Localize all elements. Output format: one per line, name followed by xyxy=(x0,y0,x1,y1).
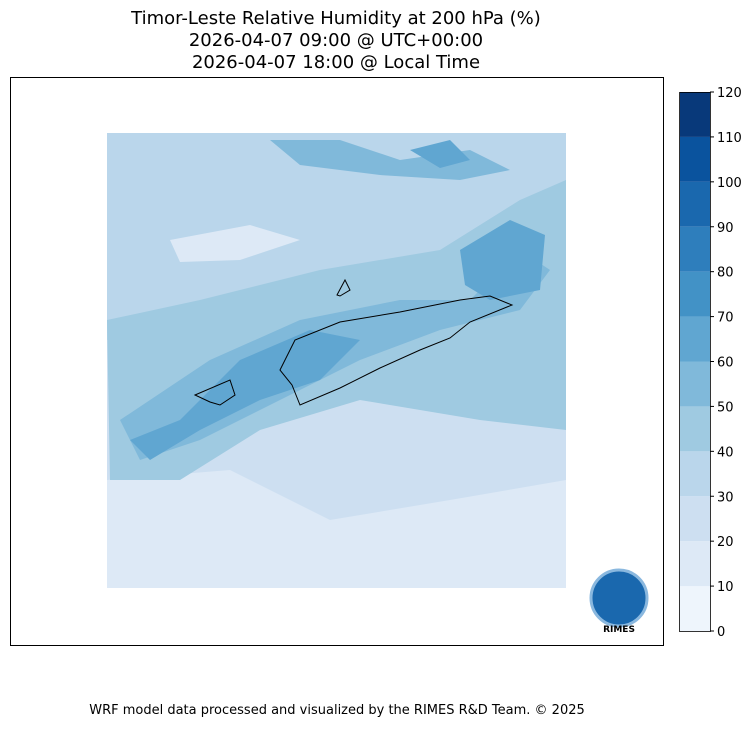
colorbar-tick-label: 20 xyxy=(717,535,734,550)
colorbar-tick-label: 80 xyxy=(717,266,734,281)
footer: WRF model data processed and visualized … xyxy=(89,703,585,718)
colorbar-band xyxy=(680,586,710,631)
colorbar-band xyxy=(680,406,710,452)
colorbar-tick-label: 120 xyxy=(717,86,742,101)
colorbar-tick-label: 30 xyxy=(717,490,734,505)
colorbar-band xyxy=(680,136,710,182)
contour xyxy=(170,225,300,262)
colorbar-tick-label: 90 xyxy=(717,221,734,236)
colorbar-band xyxy=(680,541,710,587)
colorbar: 0 10 20 30 40 50 60 70 80 90 100 110 120 xyxy=(680,86,742,640)
colorbar-band xyxy=(680,226,710,272)
colorbar-tick-label: 60 xyxy=(717,356,734,371)
colorbar-tick-label: 0 xyxy=(717,625,725,640)
colorbar-tick-label: 110 xyxy=(717,131,742,146)
colorbar-frame xyxy=(679,92,711,632)
colorbar-tick-label: 70 xyxy=(717,311,734,326)
map-frame xyxy=(10,77,664,646)
contour xyxy=(460,220,545,300)
map xyxy=(107,133,566,588)
contour xyxy=(270,140,510,180)
title-line: 2026-04-07 09:00 @ UTC+00:00 xyxy=(189,30,483,51)
colorbar-band xyxy=(680,181,710,227)
colorbar-band xyxy=(680,271,710,317)
colorbar-tick-label: 100 xyxy=(717,176,742,191)
colorbar-band xyxy=(680,451,710,497)
logo-text: RIMES xyxy=(603,625,635,635)
contour xyxy=(130,330,360,460)
logo-emblem xyxy=(589,568,649,628)
colorbar-band xyxy=(680,361,710,407)
title-line: 2026-04-07 18:00 @ Local Time xyxy=(192,52,480,73)
contour xyxy=(410,140,470,168)
title-line: Timor-Leste Relative Humidity at 200 hPa… xyxy=(130,8,541,29)
timor-outline xyxy=(193,278,514,406)
colorbar-tick-label: 40 xyxy=(717,445,734,460)
contour xyxy=(107,470,566,588)
colorbar-tick-label: 10 xyxy=(717,580,734,595)
colorbar-tick-label: 50 xyxy=(717,400,734,415)
colorbar-band xyxy=(680,496,710,542)
colorbar-band xyxy=(680,316,710,362)
colorbar-band xyxy=(680,92,710,137)
logo: RIMES xyxy=(589,568,649,635)
